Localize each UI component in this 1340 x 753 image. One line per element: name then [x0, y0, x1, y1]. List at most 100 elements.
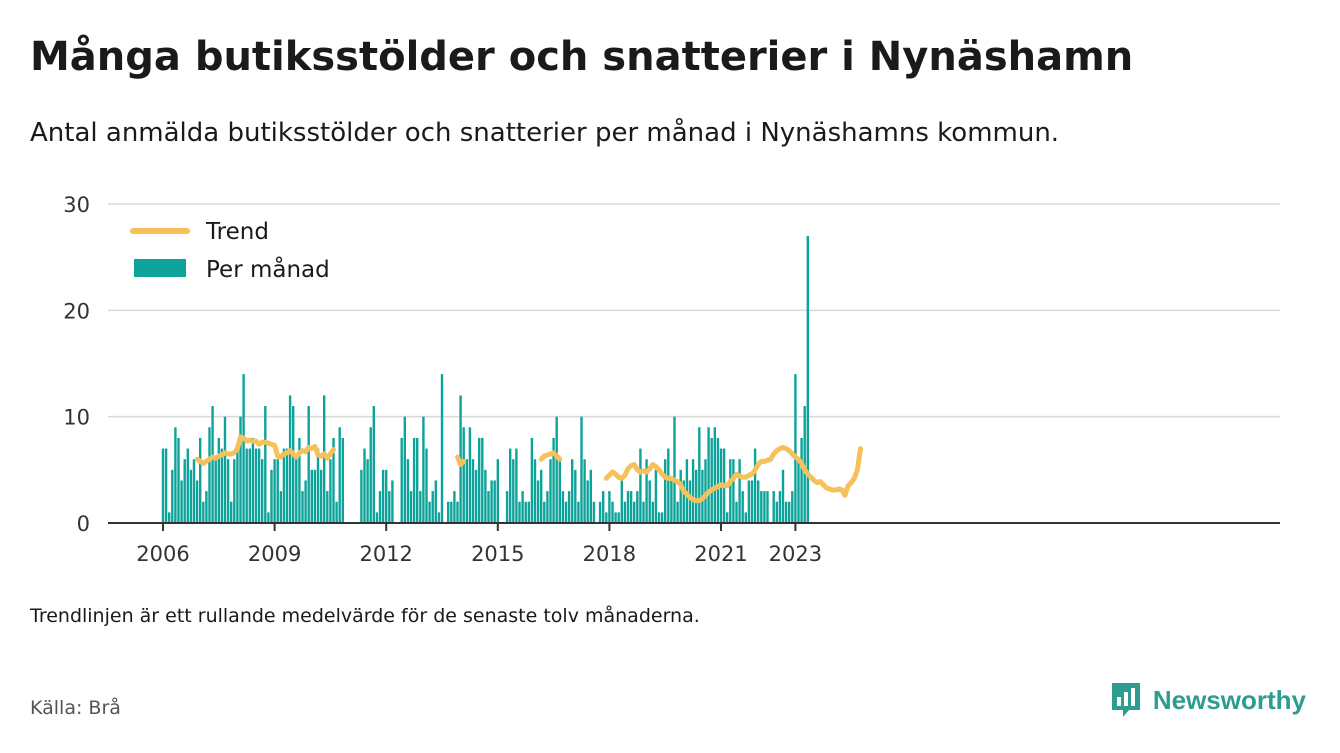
- chart-title: Många butiksstölder och snatterier i Nyn…: [30, 34, 1134, 80]
- bar: [468, 427, 472, 523]
- y-tick-label: 0: [77, 512, 90, 536]
- bar: [564, 501, 568, 523]
- bar: [775, 501, 778, 523]
- bar: [422, 416, 425, 523]
- bar: [168, 512, 171, 523]
- bar: [434, 480, 437, 523]
- bar: [186, 448, 189, 523]
- bar: [527, 501, 530, 523]
- bar: [161, 448, 165, 523]
- bar: [580, 416, 583, 523]
- bar: [456, 501, 459, 523]
- bar: [781, 469, 785, 523]
- bar: [236, 448, 239, 523]
- y-tick-label: 20: [63, 299, 90, 323]
- bar: [164, 448, 168, 523]
- bar: [586, 480, 589, 523]
- bar: [750, 480, 754, 523]
- bar: [732, 459, 735, 523]
- bar: [267, 512, 270, 523]
- bar: [784, 501, 788, 523]
- legend: Trend Per månad: [130, 219, 330, 283]
- x-tick-label: 2012: [359, 542, 412, 566]
- bar: [574, 469, 577, 523]
- bar: [202, 501, 205, 523]
- bar: [242, 374, 245, 523]
- bar: [177, 437, 180, 523]
- bar: [509, 448, 512, 523]
- bar: [189, 469, 193, 523]
- x-tick-label: 2009: [248, 542, 301, 566]
- x-tick-label: 2015: [471, 542, 524, 566]
- bar: [223, 416, 227, 523]
- bar: [704, 459, 707, 523]
- bar: [788, 501, 791, 523]
- bar: [800, 437, 803, 523]
- bar: [282, 448, 286, 523]
- newsworthy-icon: [1111, 683, 1140, 717]
- legend-trend-label: Trend: [205, 219, 269, 245]
- bar: [335, 501, 338, 523]
- bar: [660, 512, 664, 523]
- bar: [406, 459, 410, 523]
- bar: [409, 491, 413, 523]
- bar: [549, 459, 552, 523]
- bar: [546, 491, 549, 523]
- trend-line: [538, 450, 563, 462]
- bar: [332, 437, 335, 523]
- bar: [375, 512, 379, 523]
- bar: [292, 406, 295, 523]
- bar: [558, 459, 561, 523]
- bar: [741, 491, 744, 523]
- bar: [270, 469, 273, 523]
- bar: [533, 459, 537, 523]
- x-tick-label: 2018: [583, 542, 636, 566]
- x-tick-label: 2023: [769, 542, 822, 566]
- bar: [307, 406, 310, 523]
- bar: [245, 448, 248, 523]
- legend-bar-swatch: [134, 259, 186, 277]
- legend-bar-label: Per månad: [206, 255, 330, 283]
- bars-series: [161, 235, 809, 523]
- bar: [273, 459, 276, 523]
- bar: [431, 491, 434, 523]
- bar: [403, 416, 406, 523]
- bar: [738, 459, 741, 523]
- bar: [577, 501, 580, 523]
- bar: [598, 501, 602, 523]
- y-tick-label: 30: [63, 193, 90, 217]
- bar: [629, 491, 633, 523]
- bar: [592, 501, 596, 523]
- bar: [481, 437, 484, 523]
- bar: [316, 448, 320, 523]
- bar: [171, 469, 174, 523]
- bar: [505, 491, 509, 523]
- bar: [372, 406, 375, 523]
- bar: [540, 469, 543, 523]
- brand-name: Newsworthy: [1152, 684, 1306, 715]
- bar: [199, 437, 202, 523]
- bar: [214, 459, 217, 523]
- bar: [338, 427, 341, 523]
- bar: [412, 437, 416, 523]
- bar: [524, 501, 527, 523]
- bar: [192, 459, 196, 523]
- bar: [416, 437, 419, 523]
- bar: [484, 469, 487, 523]
- trend-series: [194, 434, 863, 504]
- bar: [319, 469, 323, 523]
- bar: [478, 437, 481, 523]
- bar: [323, 395, 326, 523]
- bar: [794, 374, 797, 523]
- bar: [326, 491, 329, 523]
- bar: [778, 491, 782, 523]
- bar: [707, 427, 710, 523]
- bar: [248, 448, 251, 523]
- bar: [735, 501, 738, 523]
- bar: [589, 469, 592, 523]
- bar: [667, 448, 670, 523]
- bar: [230, 501, 233, 523]
- bar: [611, 501, 614, 523]
- bar: [369, 427, 372, 523]
- bar: [710, 437, 713, 523]
